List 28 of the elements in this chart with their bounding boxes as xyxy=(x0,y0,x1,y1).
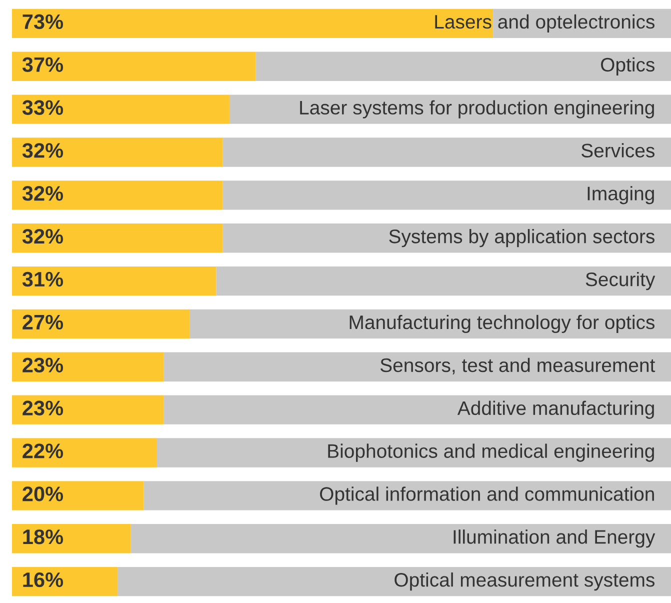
y-tick-label: Services xyxy=(582,143,654,158)
y-tick-label: Biophotonics and medical engineering xyxy=(328,444,654,462)
data-label: 22% xyxy=(22,444,64,458)
data-label: 23% xyxy=(22,400,64,416)
data-label: 27% xyxy=(22,314,64,330)
y-tick-label: Optics xyxy=(601,57,654,76)
y-tick-label: Systems by application sectors xyxy=(389,229,654,248)
data-label: 18% xyxy=(23,529,64,544)
data-label: 32% xyxy=(22,228,64,244)
y-tick-label: Imaging xyxy=(588,186,654,204)
y-tick-label: Sensors, test and measurement xyxy=(380,358,656,374)
y-tick-label: Lasers and optelectronics xyxy=(435,14,654,33)
data-label: 33% xyxy=(22,100,64,115)
data-label: 31% xyxy=(22,272,64,287)
y-tick-label: Additive manufacturing xyxy=(457,400,654,419)
y-tick-label: Illumination and Energy xyxy=(454,530,656,548)
data-label: 20% xyxy=(22,486,64,502)
y-tick-label: Security xyxy=(586,272,656,290)
data-label: 32% xyxy=(22,186,64,201)
data-label: 16% xyxy=(23,572,64,588)
y-tick-label: Manufacturing technology for optics xyxy=(350,314,655,334)
data-label: 37% xyxy=(22,57,64,72)
y-tick-label: Optical measurement systems xyxy=(394,572,654,591)
data-label: 32% xyxy=(22,143,64,158)
data-label: 23% xyxy=(22,358,64,373)
y-tick-label: Optical information and communication xyxy=(320,486,654,505)
data-label: 73% xyxy=(22,14,64,30)
y-tick-label: Laser systems for production engineering xyxy=(300,100,654,118)
